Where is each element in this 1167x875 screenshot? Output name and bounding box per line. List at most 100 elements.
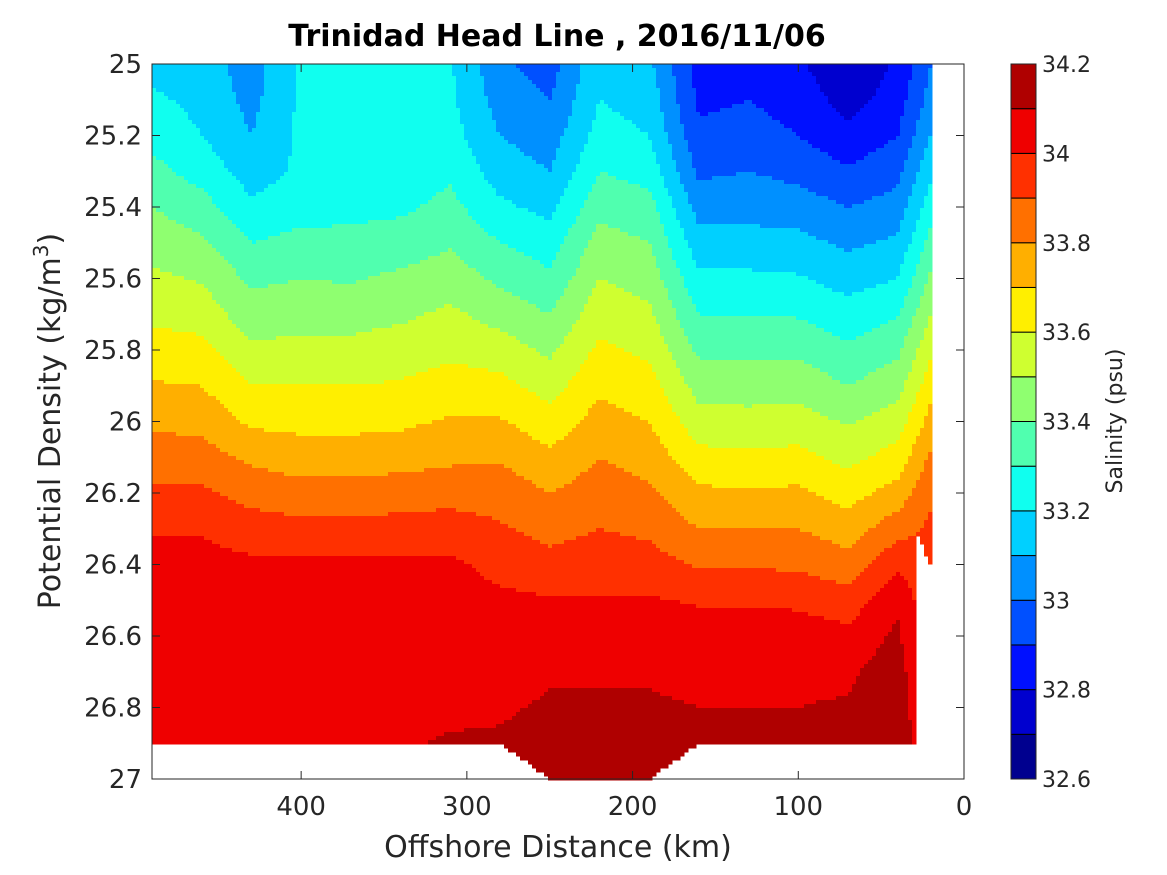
contour-cell bbox=[184, 516, 189, 521]
contour-cell bbox=[252, 624, 257, 629]
contour-cell bbox=[244, 176, 249, 181]
contour-cell bbox=[216, 660, 221, 665]
contour-cell bbox=[180, 144, 185, 149]
contour-cell bbox=[172, 716, 177, 721]
contour-cell bbox=[168, 348, 173, 353]
contour-cell bbox=[172, 220, 177, 225]
contour-cell bbox=[208, 252, 213, 257]
contour-cell bbox=[160, 212, 165, 217]
contour-cell bbox=[192, 436, 197, 441]
contour-cell bbox=[188, 432, 193, 437]
contour-cell bbox=[200, 364, 205, 369]
contour-cell bbox=[212, 148, 217, 153]
contour-cell bbox=[260, 452, 265, 457]
contour-cell bbox=[188, 244, 193, 249]
contour-cell bbox=[184, 632, 189, 637]
contour-cell bbox=[204, 544, 209, 549]
contour-cell bbox=[240, 100, 245, 105]
contour-cell bbox=[184, 484, 189, 489]
contour-cell bbox=[228, 316, 233, 321]
contour-cell bbox=[176, 432, 181, 437]
contour-cell bbox=[240, 632, 245, 637]
contour-cell bbox=[172, 144, 177, 149]
contour-cell bbox=[204, 636, 209, 641]
contour-cell bbox=[224, 656, 229, 661]
contour-cell bbox=[212, 592, 217, 597]
contour-cell bbox=[188, 380, 193, 385]
contour-cell bbox=[240, 536, 245, 541]
contour-cell bbox=[252, 252, 257, 257]
contour-cell bbox=[176, 600, 181, 605]
contour-cell bbox=[180, 124, 185, 129]
contour-cell bbox=[228, 308, 233, 313]
contour-cell bbox=[260, 184, 265, 189]
contour-cell bbox=[192, 552, 197, 557]
contour-cell bbox=[224, 336, 229, 341]
contour-cell bbox=[192, 360, 197, 365]
contour-cell bbox=[168, 412, 173, 417]
contour-cell bbox=[240, 384, 245, 389]
contour-cell bbox=[228, 660, 233, 665]
contour-cell bbox=[160, 228, 165, 233]
contour-cell bbox=[192, 156, 197, 161]
contour-cell bbox=[168, 484, 173, 489]
contour-cell bbox=[216, 712, 221, 717]
contour-cell bbox=[232, 476, 237, 481]
contour-cell bbox=[188, 428, 193, 433]
contour-cell bbox=[180, 192, 185, 197]
contour-cell bbox=[236, 180, 241, 185]
contour-cell bbox=[192, 464, 197, 469]
contour-cell bbox=[224, 368, 229, 373]
contour-cell bbox=[184, 704, 189, 709]
contour-cell bbox=[204, 312, 209, 317]
contour-cell bbox=[160, 96, 165, 101]
contour-cell bbox=[252, 664, 257, 669]
contour-cell bbox=[220, 284, 225, 289]
contour-cell bbox=[248, 536, 253, 541]
contour-cell bbox=[168, 392, 173, 397]
contour-cell bbox=[216, 72, 221, 77]
contour-cell bbox=[260, 216, 265, 221]
contour-cell bbox=[216, 648, 221, 653]
contour-cell bbox=[248, 224, 253, 229]
contour-cell bbox=[220, 356, 225, 361]
contour-cell bbox=[196, 256, 201, 261]
contour-cell bbox=[252, 372, 257, 377]
contour-cell bbox=[156, 460, 161, 465]
contour-cell bbox=[264, 232, 269, 237]
contour-cell bbox=[164, 460, 169, 465]
contour-cell bbox=[232, 164, 237, 169]
contour-cell bbox=[224, 160, 229, 165]
contour-cell bbox=[184, 372, 189, 377]
contour-cell bbox=[156, 528, 161, 533]
contour-cell bbox=[172, 448, 177, 453]
contour-cell bbox=[188, 200, 193, 205]
contour-cell bbox=[188, 288, 193, 293]
contour-cell bbox=[212, 284, 217, 289]
contour-cell bbox=[204, 560, 209, 565]
contour-cell bbox=[168, 548, 173, 553]
contour-cell bbox=[204, 556, 209, 561]
contour-cell bbox=[240, 116, 245, 121]
contour-cell bbox=[168, 264, 173, 269]
contour-cell bbox=[216, 144, 221, 149]
contour-cell bbox=[160, 320, 165, 325]
contour-cell bbox=[204, 376, 209, 381]
contour-cell bbox=[164, 88, 169, 93]
contour-cell bbox=[152, 724, 157, 729]
contour-cell bbox=[156, 360, 161, 365]
contour-cell bbox=[180, 496, 185, 501]
contour-cell bbox=[244, 472, 249, 477]
contour-cell bbox=[236, 188, 241, 193]
contour-cell bbox=[188, 568, 193, 573]
contour-cell bbox=[168, 72, 173, 77]
contour-cell bbox=[240, 300, 245, 305]
contour-cell bbox=[184, 644, 189, 649]
contour-cell bbox=[152, 548, 157, 553]
contour-cell bbox=[208, 176, 213, 181]
contour-cell bbox=[196, 300, 201, 305]
contour-cell bbox=[200, 136, 205, 141]
contour-cell bbox=[172, 384, 177, 389]
contour-cell bbox=[176, 416, 181, 421]
contour-cell bbox=[228, 620, 233, 625]
